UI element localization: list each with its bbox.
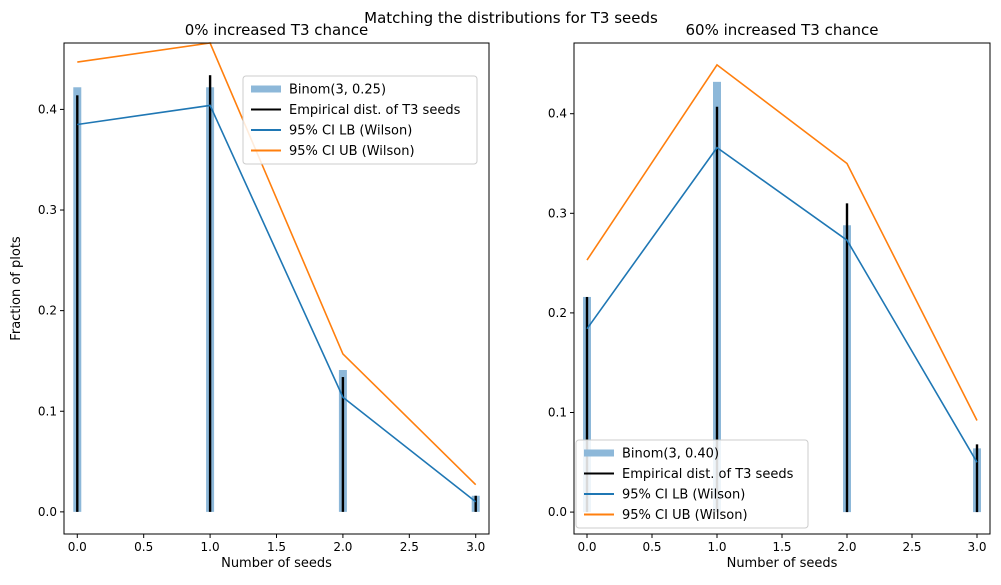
x-tick-label: 2.5 xyxy=(400,540,419,554)
ci-lb-line xyxy=(77,104,477,503)
legend-binom-label: Binom(3, 0.40) xyxy=(622,447,719,462)
empirical-bar xyxy=(76,95,79,512)
x-tick-label: 2.5 xyxy=(902,540,921,554)
ci-ub-line xyxy=(77,42,477,486)
legend-binom-label: Binom(3, 0.25) xyxy=(289,83,386,98)
empirical-bar xyxy=(715,106,719,513)
legend-binom-swatch xyxy=(251,85,281,93)
legend-empirical-label: Empirical dist. of T3 seeds xyxy=(622,467,794,482)
empirical-bar xyxy=(208,75,212,512)
x-tick-label: 2.0 xyxy=(333,540,352,554)
figure-suptitle: Matching the distributions for T3 seeds xyxy=(364,9,658,27)
empirical-bar xyxy=(341,377,345,512)
legend-ci-lb-label: 95% CI LB (Wilson) xyxy=(622,488,745,503)
empirical-bar xyxy=(845,203,849,513)
legend-box xyxy=(242,75,478,165)
x-tick-label: 1.0 xyxy=(201,540,220,554)
y-axis-label: Fraction of plots xyxy=(9,236,24,341)
y-tick-label: 0.2 xyxy=(548,306,567,320)
right-panel: 60% increased T3 chance 0.0 0.5 1.0 1.5 2.0 2.… xyxy=(548,21,991,571)
legend: Binom(3, 0.40) Empirical dist. of T3 seed… xyxy=(575,439,809,529)
empirical-bar xyxy=(474,495,477,512)
x-tick-label: 1.0 xyxy=(707,540,726,554)
x-tick-label: 0.5 xyxy=(134,540,153,554)
x-tick-label: 0.0 xyxy=(577,540,596,554)
x-tick-label: 0.5 xyxy=(642,540,661,554)
empirical-bar xyxy=(585,296,589,513)
y-tick-label: 0.1 xyxy=(548,405,567,419)
panel-title: 60% increased T3 chance xyxy=(685,21,878,39)
y-tick-label: 0.1 xyxy=(38,404,57,418)
panel-title: 0% increased T3 chance xyxy=(185,21,368,39)
x-axis-label: Number of seeds xyxy=(727,556,838,571)
y-tick-label: 0.4 xyxy=(38,102,57,116)
y-tick-label: 0.0 xyxy=(38,505,57,519)
x-axis-label: Number of seeds xyxy=(221,556,332,571)
y-tick-label: 0.3 xyxy=(38,203,57,217)
x-tick-label: 0.0 xyxy=(68,540,87,554)
legend-ci-ub-label: 95% CI UB (Wilson) xyxy=(622,508,748,523)
legend: Binom(3, 0.25) Empirical dist. of T3 seed… xyxy=(242,75,478,165)
y-tick-label: 0.2 xyxy=(38,304,57,318)
x-tick-label: 1.5 xyxy=(267,540,286,554)
left-panel: 0% increased T3 chance 0.0 0.5 1.0 1.5 2.0 2.5… xyxy=(9,21,490,571)
y-tick-label: 0.3 xyxy=(548,206,567,220)
empirical-bar xyxy=(975,444,979,513)
legend-ci-lb-label: 95% CI LB (Wilson) xyxy=(289,124,412,139)
legend-empirical-label: Empirical dist. of T3 seeds xyxy=(289,103,461,118)
y-tick-label: 0.4 xyxy=(548,107,567,121)
ci-ub-line xyxy=(586,63,978,421)
legend-box xyxy=(575,439,809,529)
legend-binom-swatch xyxy=(584,449,614,457)
x-tick-label: 3.0 xyxy=(466,540,485,554)
y-tick-label: 0.0 xyxy=(548,505,567,519)
legend-ci-ub-label: 95% CI UB (Wilson) xyxy=(289,144,415,159)
x-tick-label: 3.0 xyxy=(967,540,986,554)
x-tick-label: 2.0 xyxy=(837,540,856,554)
ci-lb-line xyxy=(586,146,978,463)
x-tick-label: 1.5 xyxy=(772,540,791,554)
